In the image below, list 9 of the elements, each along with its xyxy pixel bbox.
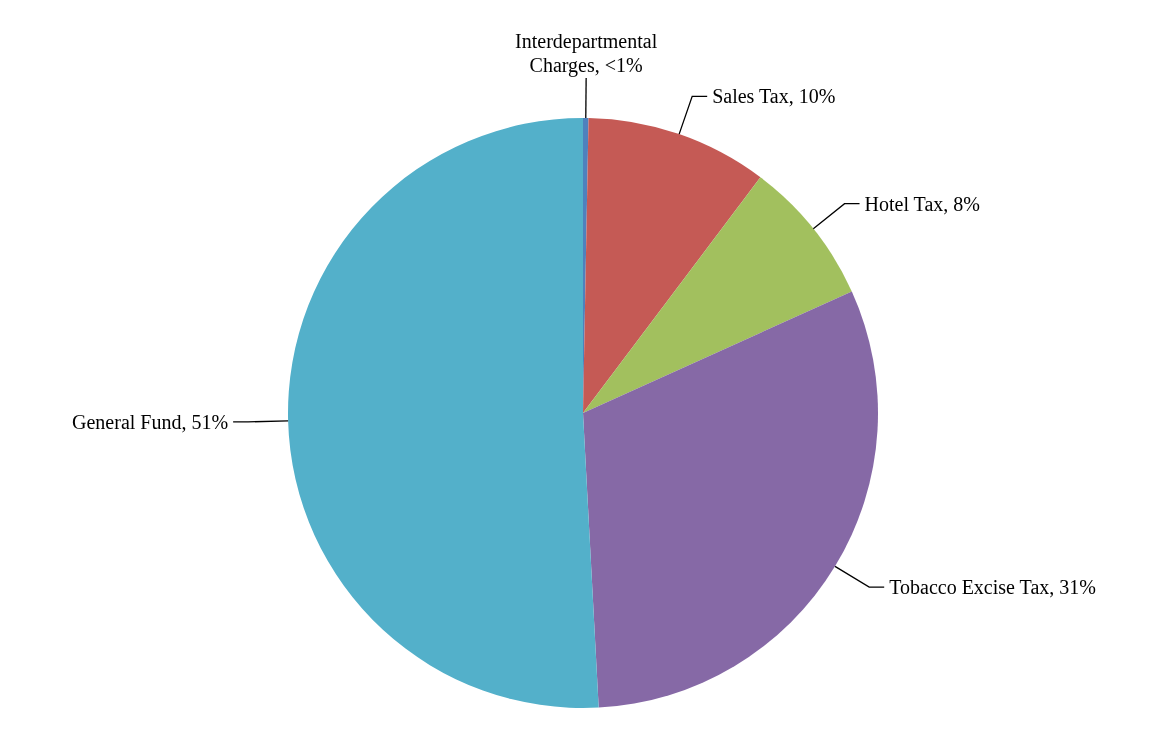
pie-slice	[288, 118, 599, 708]
slice-label: Interdepartmental Charges, <1%	[515, 30, 658, 78]
slice-label: Sales Tax, 10%	[712, 85, 836, 108]
pie-slice	[583, 291, 878, 708]
slice-label: Hotel Tax, 8%	[864, 192, 980, 215]
pie-slice	[583, 118, 761, 413]
slice-label: Tobacco Excise Tax, 31%	[889, 576, 1096, 599]
pie-slice	[583, 177, 852, 413]
slice-label: General Fund, 51%	[72, 410, 229, 433]
